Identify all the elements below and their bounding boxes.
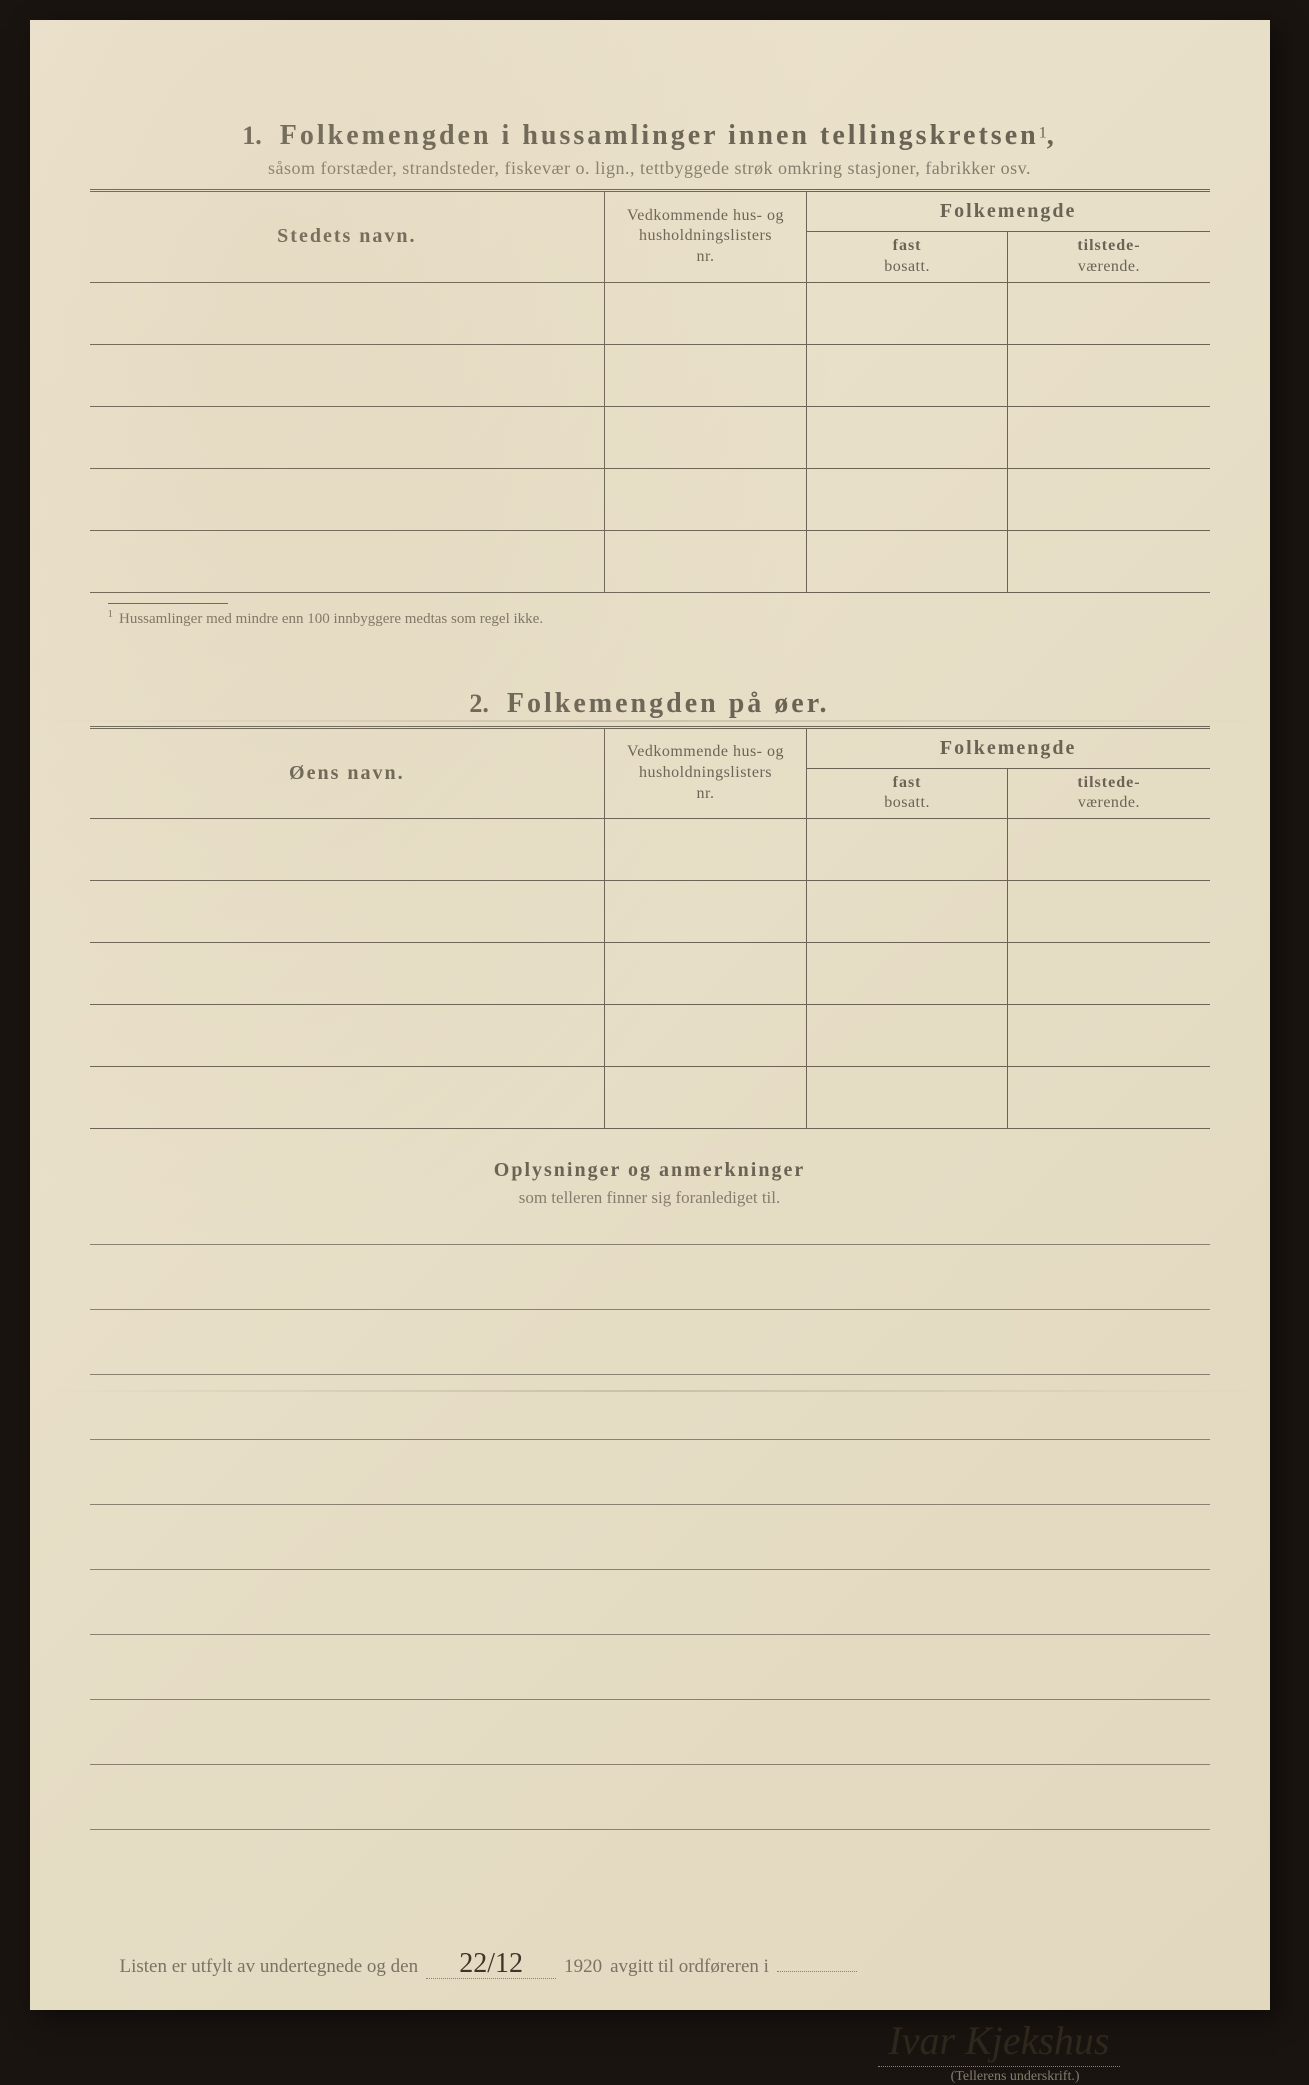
table-row [90, 468, 1210, 530]
ruled-line [90, 1570, 1210, 1635]
table-row [90, 344, 1210, 406]
notes-sub: som telleren finner sig foranlediget til… [90, 1188, 1210, 1208]
section1-number: 1. [242, 121, 262, 150]
footer-pre: Listen er utfylt av undertegnede og den [120, 1956, 419, 1978]
section1-subtitle: såsom forstæder, strandsteder, fiskevær … [90, 158, 1210, 179]
table-row [90, 530, 1210, 592]
table-row [90, 406, 1210, 468]
ruled-line [90, 1700, 1210, 1765]
section2-title: 2. Folkemengden på øer. [90, 688, 1210, 720]
section2-col-ref: Vedkommende hus- og husholdningslisters … [605, 727, 807, 819]
section2-col-fast: fast bosatt. [806, 768, 1008, 819]
table-row [90, 819, 1210, 881]
section2-col-name: Øens navn. [90, 727, 605, 819]
section1-table: Stedets navn. Vedkommende hus- og hushol… [90, 189, 1210, 593]
signature-handwritten: Ivar Kjekshus [878, 2017, 1119, 2067]
signature-caption: (Tellerens underskrift.) [90, 2069, 1120, 2085]
section1-footnote: 1Hussamlinger med mindre enn 100 innbygg… [108, 608, 1210, 628]
section2-table: Øens navn. Vedkommende hus- og husholdni… [90, 726, 1210, 1130]
footer-post: avgitt til ordføreren i [610, 1956, 769, 1978]
ruled-line [90, 1375, 1210, 1440]
notes-ruled-lines [90, 1244, 1210, 1830]
footer-year: 1920 [564, 1956, 602, 1978]
section1-tbody [90, 282, 1210, 592]
ruled-line [90, 1310, 1210, 1375]
table-row [90, 943, 1210, 1005]
notes-heading: Oplysninger og anmerkninger [90, 1159, 1210, 1182]
ruled-line [90, 1440, 1210, 1505]
table-row [90, 881, 1210, 943]
document-page: 1. Folkemengden i hussamlinger innen tel… [30, 20, 1270, 2010]
section1-col-fast: fast bosatt. [806, 232, 1008, 283]
table-row [90, 1067, 1210, 1129]
section1-title-punct: , [1047, 120, 1057, 151]
footer-blank [777, 1971, 857, 1972]
footer-line: Listen er utfylt av undertegnede og den … [90, 1950, 1210, 1979]
ruled-line [90, 1765, 1210, 1830]
section1-title: 1. Folkemengden i hussamlinger innen tel… [90, 120, 1210, 152]
ruled-line [90, 1635, 1210, 1700]
section1-col-til: tilstede- værende. [1008, 232, 1210, 283]
section2-col-til: tilstede- værende. [1008, 768, 1210, 819]
section1-col-name: Stedets navn. [90, 191, 605, 283]
section2-number: 2. [469, 689, 489, 718]
table-row [90, 1005, 1210, 1067]
paper-crease [30, 720, 1270, 722]
table-row [90, 282, 1210, 344]
signature-block: Ivar Kjekshus (Tellerens underskrift.) [90, 2017, 1210, 2085]
section1-col-ref: Vedkommende hus- og husholdningslisters … [605, 191, 807, 283]
section2-title-text: Folkemengden på øer. [507, 688, 830, 719]
section1-title-text: Folkemengden i hussamlinger innen tellin… [280, 120, 1039, 151]
ruled-line [90, 1505, 1210, 1570]
footnote-rule [108, 603, 228, 604]
section2-col-folk: Folkemengde [806, 727, 1209, 768]
section1-col-folk: Folkemengde [806, 191, 1209, 232]
ruled-line [90, 1245, 1210, 1310]
section2-tbody [90, 819, 1210, 1129]
section1-title-sup: 1 [1039, 125, 1047, 142]
footer-date-handwritten: 22/12 [426, 1950, 556, 1979]
